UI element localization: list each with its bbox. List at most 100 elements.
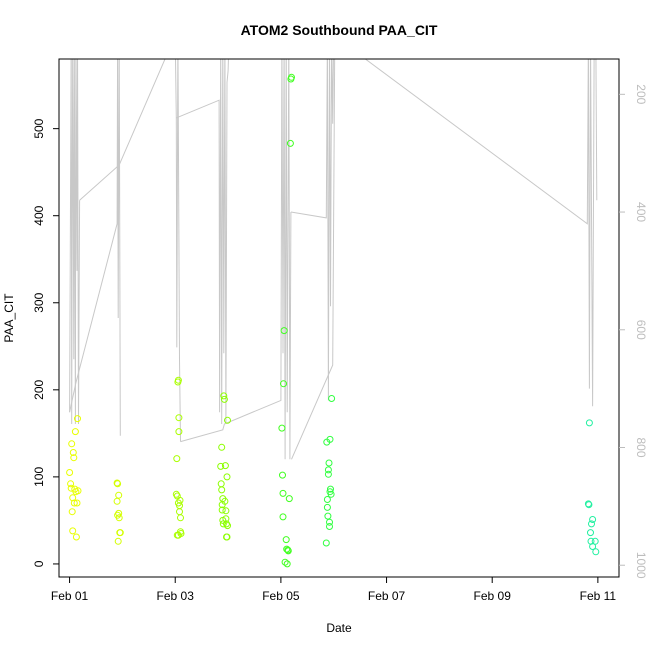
- depth-line-layer: [69, 59, 598, 460]
- data-point: [172, 490, 180, 498]
- data-point: [592, 548, 600, 556]
- data-point: [279, 513, 287, 521]
- x-axis: Feb 01 Feb 03 Feb 05 Feb 07 Feb 09 Feb 11: [51, 577, 616, 603]
- data-point: [588, 520, 595, 528]
- depth-line-segment: [69, 59, 81, 425]
- depth-line-segment: [79, 59, 181, 442]
- data-point: [589, 516, 597, 523]
- x-tick-label: Feb 07: [368, 589, 406, 603]
- data-point: [286, 139, 294, 147]
- depth-line-segment: [364, 59, 598, 407]
- data-point: [218, 443, 226, 451]
- depth-line-segment: [180, 59, 292, 460]
- data-point: [279, 471, 286, 479]
- data-point: [326, 435, 334, 443]
- data-point: [69, 494, 77, 502]
- depth-line-segment: [291, 59, 336, 460]
- y-axis: 0 100 200 300 400 500: [32, 118, 59, 567]
- data-point: [322, 539, 330, 547]
- data-point: [324, 512, 332, 520]
- x-tick-label: Feb 03: [157, 589, 195, 603]
- data-point: [282, 536, 290, 544]
- data-point: [279, 489, 287, 497]
- data-point: [177, 514, 184, 522]
- data-point: [220, 392, 228, 400]
- data-point: [175, 414, 183, 422]
- data-point: [115, 514, 123, 522]
- data-point: [220, 395, 228, 403]
- data-point: [174, 376, 182, 384]
- data-point: [324, 470, 332, 478]
- data-point: [66, 469, 74, 476]
- data-point: [323, 503, 331, 511]
- data-point: [68, 508, 76, 516]
- data-point: [217, 480, 225, 488]
- data-point: [221, 462, 229, 470]
- y-tick-label: 500: [32, 118, 46, 138]
- data-point: [173, 455, 181, 463]
- points-layer: [66, 73, 600, 568]
- data-point: [115, 509, 123, 517]
- data-point: [281, 558, 289, 566]
- data-point: [72, 533, 80, 541]
- data-point: [326, 488, 334, 496]
- data-point: [223, 520, 230, 528]
- x-axis-label: Date: [326, 621, 352, 635]
- plot-frame: [58, 58, 620, 578]
- data-point: [324, 466, 332, 474]
- y-tick-label: 200: [32, 379, 46, 399]
- data-point: [224, 522, 231, 530]
- data-point: [280, 327, 288, 335]
- data-point: [68, 440, 76, 448]
- depth-line-segment: [69, 59, 121, 436]
- data-point: [328, 395, 336, 402]
- data-point: [326, 518, 333, 526]
- depth-line-segment: [176, 59, 229, 425]
- data-point: [284, 546, 292, 554]
- data-point: [223, 533, 231, 541]
- data-point: [323, 496, 331, 503]
- x-tick-label: Feb 05: [262, 589, 300, 603]
- right-tick-label: 400: [634, 202, 648, 222]
- data-point: [73, 499, 81, 507]
- chart-title: ATOM2 Southbound PAA_CIT: [241, 22, 438, 38]
- data-point: [589, 543, 597, 550]
- data-point: [224, 416, 231, 424]
- data-point: [218, 486, 226, 494]
- data-point: [173, 492, 181, 500]
- right-tick-label: 600: [634, 320, 648, 340]
- data-point: [278, 424, 286, 432]
- data-point: [67, 484, 75, 492]
- data-point: [326, 523, 333, 530]
- data-point: [222, 507, 230, 515]
- x-tick-label: Feb 01: [51, 589, 89, 603]
- data-point: [69, 449, 77, 456]
- data-point: [114, 480, 122, 488]
- data-point: [74, 415, 81, 423]
- data-point: [69, 527, 77, 535]
- data-point: [74, 487, 82, 495]
- data-point: [288, 73, 295, 81]
- data-point: [585, 501, 593, 509]
- y-tick-label: 100: [32, 467, 46, 487]
- data-point: [114, 537, 122, 545]
- right-axis: 200 400 600 800 1000: [619, 84, 648, 579]
- data-point: [67, 480, 75, 488]
- data-point: [221, 497, 229, 505]
- data-point: [176, 496, 184, 504]
- data-point: [285, 495, 293, 503]
- right-tick-label: 200: [634, 84, 648, 104]
- data-point: [585, 419, 593, 427]
- data-point: [217, 462, 225, 470]
- x-tick-label: Feb 09: [474, 589, 512, 603]
- depth-line-segment: [290, 59, 334, 401]
- data-point: [587, 529, 594, 537]
- data-point: [71, 428, 79, 436]
- data-point: [327, 485, 334, 493]
- y-tick-label: 400: [32, 205, 46, 225]
- data-point: [283, 560, 291, 568]
- data-point: [116, 529, 124, 537]
- right-tick-label: 1000: [634, 552, 648, 579]
- data-point: [223, 473, 231, 481]
